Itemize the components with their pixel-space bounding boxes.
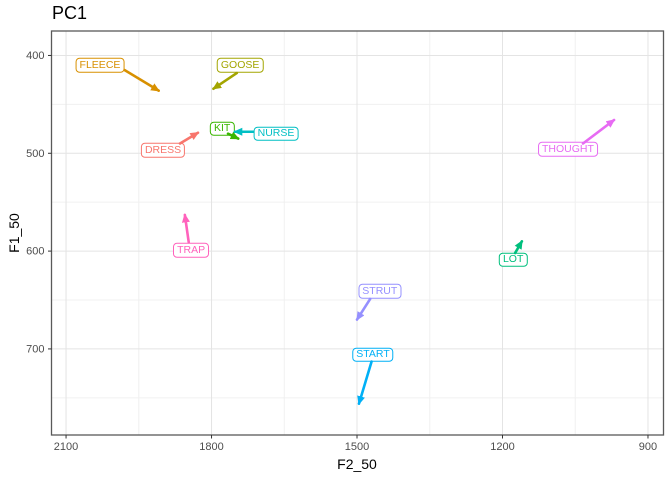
shift-arrow-dress — [178, 131, 200, 145]
x-tick-label: 900 — [639, 441, 657, 453]
shift-arrow-lot — [513, 240, 524, 255]
x-tick-label: 1500 — [345, 441, 369, 453]
x-axis-title: F2_50 — [337, 456, 377, 472]
y-tick-label: 500 — [26, 148, 44, 160]
shift-arrow-goose — [212, 71, 239, 91]
y-tick-label: 600 — [26, 246, 44, 258]
shift-arrow-thought — [581, 118, 616, 145]
x-tick-label: 1200 — [490, 441, 514, 453]
shift-arrow-start — [357, 360, 373, 406]
x-tick-label: 2100 — [54, 441, 78, 453]
shift-arrow-fleece — [123, 68, 160, 92]
y-tick-label: 700 — [26, 343, 44, 355]
shift-arrow-trap — [181, 213, 191, 244]
x-tick-label: 1800 — [199, 441, 223, 453]
shift-arrow-kit — [226, 131, 240, 140]
y-axis-title: F1_50 — [6, 213, 22, 253]
y-tick-label: 400 — [26, 50, 44, 62]
chart-title: PC1 — [52, 3, 88, 23]
shift-arrow-strut — [355, 297, 372, 321]
